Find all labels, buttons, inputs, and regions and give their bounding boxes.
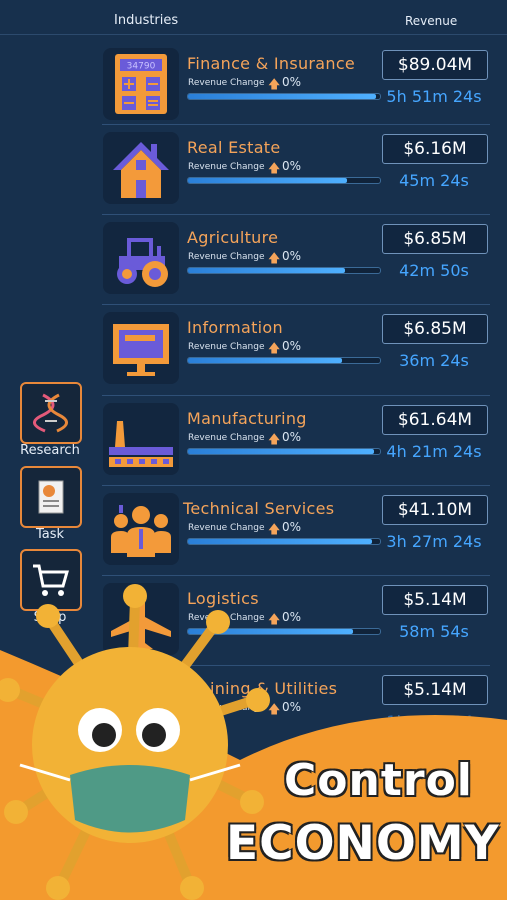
- revenue-change-value: 0%: [282, 610, 302, 624]
- arrow-up-icon: 🡅: [268, 522, 281, 536]
- arrow-up-icon: 🡅: [268, 341, 281, 355]
- calculator-icon: 34790: [115, 54, 167, 114]
- revenue-change-label: Revenue Change: [188, 433, 265, 443]
- row-divider: [102, 124, 490, 125]
- progress-fill: [188, 358, 342, 363]
- progress-fill: [188, 539, 373, 544]
- revenue-change-value: 0%: [282, 700, 302, 714]
- research-label[interactable]: Research: [20, 443, 80, 458]
- progress-bar: [187, 267, 381, 274]
- revenue-change-value: 0%: [282, 339, 302, 353]
- promo-headline-line1: Control: [284, 755, 473, 806]
- task-label[interactable]: Task: [35, 527, 65, 542]
- tractor-icon: [117, 238, 168, 287]
- cycle-timer: 58m 54s: [399, 622, 469, 641]
- monitor-icon: [113, 324, 169, 376]
- cycle-timer: 36m 24s: [399, 351, 469, 370]
- cycle-timer: 1h 21m 24s: [386, 712, 482, 731]
- row-divider: [102, 395, 490, 396]
- revenue-change-value: 0%: [282, 159, 302, 173]
- real-estate-icon-box: [103, 132, 179, 204]
- agriculture-icon-box: [103, 222, 179, 294]
- industry-name: Agriculture: [187, 228, 279, 247]
- progress-bar: [187, 628, 381, 635]
- technical-services-icon-box: [103, 493, 179, 565]
- industry-row-information[interactable]: Information Revenue Change 🡅 0% $6.85M 3…: [0, 304, 507, 394]
- industry-row-agriculture[interactable]: Agriculture Revenue Change 🡅 0% $6.85M 4…: [0, 214, 507, 304]
- row-divider: [102, 575, 490, 576]
- revenue-value[interactable]: $5.14M: [382, 585, 488, 615]
- revenue-change-label: Revenue Change: [188, 162, 265, 172]
- industry-row-finance[interactable]: 34790 Finance & Insurance Revenue Change…: [0, 40, 507, 130]
- airplane-icon: [111, 591, 171, 649]
- virus-mascot-icon: [0, 584, 270, 900]
- industry-row-technical-services[interactable]: Technical Services Revenue Change 🡅 0% $…: [0, 485, 507, 575]
- row-divider: [102, 485, 490, 486]
- revenue-change-value: 0%: [282, 75, 302, 89]
- progress-fill: [188, 178, 348, 183]
- progress-fill: [188, 268, 346, 273]
- revenue-value[interactable]: $6.16M: [382, 134, 488, 164]
- manufacturing-icon-box: [103, 403, 179, 475]
- revenue-change-value: 0%: [282, 249, 302, 263]
- information-icon-box: [103, 312, 179, 384]
- progress-bar: [187, 93, 381, 100]
- research-button[interactable]: [20, 382, 82, 444]
- progress-bar: [187, 538, 381, 545]
- revenue-value[interactable]: $6.85M: [382, 224, 488, 254]
- revenue-value[interactable]: $5.14M: [382, 675, 488, 705]
- revenue-change-label: Revenue Change: [188, 342, 265, 352]
- progress-bar: [187, 357, 381, 364]
- revenue-change-label: Revenue Change: [188, 252, 265, 262]
- revenue-change-value: 0%: [282, 430, 302, 444]
- industry-name: Manufacturing: [187, 409, 307, 428]
- industry-row-real-estate[interactable]: Real Estate Revenue Change 🡅 0% $6.16M 4…: [0, 124, 507, 214]
- house-icon: [113, 142, 169, 198]
- revenue-value[interactable]: $61.64M: [382, 405, 488, 435]
- row-divider: [102, 214, 490, 215]
- arrow-up-icon: 🡅: [268, 432, 281, 446]
- arrow-up-icon: 🡅: [268, 161, 281, 175]
- cycle-timer: 5h 51m 24s: [386, 87, 482, 106]
- industry-name: Technical Services: [183, 499, 335, 518]
- progress-fill: [188, 629, 354, 634]
- arrow-up-icon: 🡅: [268, 612, 281, 626]
- revenue-value[interactable]: $6.85M: [382, 314, 488, 344]
- progress-fill: [188, 449, 375, 454]
- progress-bar: [187, 448, 381, 455]
- cycle-timer: 4h 21m 24s: [386, 442, 482, 461]
- industries-column-header: Industries: [114, 13, 179, 28]
- progress-bar: [187, 177, 381, 184]
- cycle-timer: 42m 50s: [399, 261, 469, 280]
- revenue-change-label: Revenue Change: [188, 78, 265, 88]
- list-header: Industries Revenue: [0, 0, 507, 35]
- industry-name: Information: [187, 318, 283, 337]
- industry-name: Real Estate: [187, 138, 281, 157]
- industry-name: Finance & Insurance: [187, 54, 356, 73]
- revenue-change-label: Revenue Change: [188, 523, 265, 533]
- industry-name: Logistics: [187, 589, 259, 608]
- revenue-column-header: Revenue: [405, 14, 458, 28]
- task-button[interactable]: [20, 466, 82, 528]
- dna-icon: [33, 393, 68, 433]
- industry-row-manufacturing[interactable]: Manufacturing Revenue Change 🡅 0% $61.64…: [0, 395, 507, 485]
- calculator-display: 34790: [127, 62, 156, 72]
- revenue-value[interactable]: $89.04M: [382, 50, 488, 80]
- factory-icon: [109, 421, 173, 467]
- revenue-value[interactable]: $41.10M: [382, 495, 488, 525]
- row-divider: [102, 304, 490, 305]
- shop-button[interactable]: [20, 549, 82, 611]
- finance-icon-box: 34790: [103, 48, 179, 120]
- arrow-up-icon: 🡅: [268, 77, 281, 91]
- team-icon: [111, 505, 171, 557]
- promo-headline-line2: ECONOMY: [226, 816, 500, 871]
- progress-fill: [188, 94, 377, 99]
- revenue-change-value: 0%: [282, 520, 302, 534]
- shopping-cart-icon: [33, 564, 69, 596]
- cycle-timer: 45m 24s: [399, 171, 469, 190]
- scroll-document-icon: [38, 480, 64, 514]
- arrow-up-icon: 🡅: [268, 251, 281, 265]
- cycle-timer: 3h 27m 24s: [386, 532, 482, 551]
